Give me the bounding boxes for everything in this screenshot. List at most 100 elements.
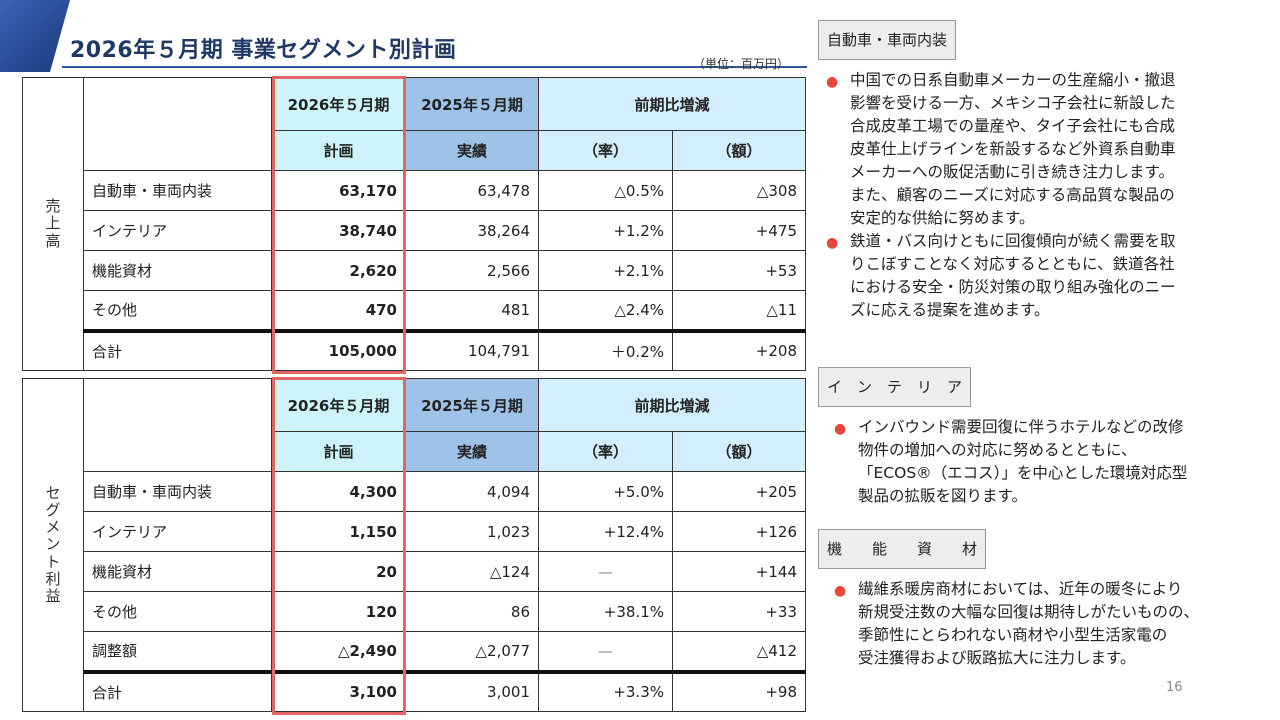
- actual-value: 481: [405, 290, 539, 331]
- total-row: 合計 105,000 104,791 ＋0.2% +208: [23, 328, 806, 371]
- rate-value: —: [538, 631, 673, 672]
- profit-side-label: セ グ メ ン ト 利 益: [22, 378, 84, 712]
- row-label: 自動車・車両内装: [83, 170, 272, 211]
- row-label: 自動車・車両内装: [83, 471, 272, 512]
- row-label: 機能資材: [83, 250, 272, 291]
- bullet-dot-icon: ●: [834, 421, 847, 437]
- table-row: 機能資材 20 △124 — +144: [23, 551, 806, 592]
- rate-value: +2.1%: [538, 250, 673, 291]
- header-yoy: 前期比増減: [538, 378, 806, 432]
- actual-value: 63,478: [405, 170, 539, 211]
- sales-side-label: 売 上 高: [22, 77, 84, 371]
- table-row: 調整額 △2,490 △2,077 — △412: [23, 631, 806, 672]
- header-blank: [83, 77, 272, 171]
- section-body-interior: ● インバウンド需要回復に伴うホテルなどの改修 物件の増加への対応に努めるととも…: [834, 416, 1187, 508]
- header-actual-year: 2025年５月期: [405, 378, 539, 432]
- plan-total: 105,000: [271, 328, 406, 371]
- table-row: 自動車・車両内装 4,300 4,094 +5.0% +205: [23, 471, 806, 512]
- page-number: 16: [1166, 680, 1183, 695]
- section-heading-functional: 機 能 資 材: [818, 529, 987, 569]
- table-row: その他 470 481 △2.4% △11: [23, 290, 806, 331]
- section-body-functional: ● 繊維系暖房商材においては、近年の暖冬により 新規受注数の大幅な回復は期待しが…: [834, 578, 1199, 670]
- header-actual: 実績: [405, 130, 539, 171]
- header-rate: （率）: [538, 130, 673, 171]
- header-plan-year: 2026年５月期: [271, 378, 406, 432]
- row-label: 調整額: [83, 631, 272, 672]
- row-label: インテリア: [83, 511, 272, 552]
- bullet-item: ● 中国での日系自動車メーカーの生産縮小・撤退 影響を受ける一方、メキシコ子会社…: [826, 71, 1176, 227]
- rate-value: +5.0%: [538, 471, 673, 512]
- total-row: 合計 3,100 3,001 +3.3% +98: [23, 669, 806, 712]
- actual-value: 86: [405, 591, 539, 632]
- table-row: その他 120 86 +38.1% +33: [23, 591, 806, 632]
- amount-value: +126: [672, 511, 806, 552]
- plan-value: △2,490: [271, 631, 406, 672]
- header-blank: [83, 378, 272, 472]
- header-amount: （額）: [672, 130, 806, 171]
- row-label: 機能資材: [83, 551, 272, 592]
- total-label: 合計: [83, 328, 272, 371]
- header-plan: 計画: [271, 130, 406, 171]
- amount-value: △412: [672, 631, 806, 672]
- plan-value: 38,740: [271, 210, 406, 251]
- bullet-item: ● インバウンド需要回復に伴うホテルなどの改修 物件の増加への対応に努めるととも…: [834, 418, 1188, 505]
- actual-value: △124: [405, 551, 539, 592]
- plan-value: 4,300: [271, 471, 406, 512]
- actual-value: 1,023: [405, 511, 539, 552]
- header-plan: 計画: [271, 431, 406, 472]
- actual-value: △2,077: [405, 631, 539, 672]
- bullet-item: ● 鉄道・バス向けともに回復傾向が続く需要を取 りこぼすことなく対応するとともに…: [826, 232, 1176, 319]
- rate-value: +1.2%: [538, 210, 673, 251]
- header-amount: （額）: [672, 431, 806, 472]
- bullet-dot-icon: ●: [834, 583, 847, 599]
- amount-value: +205: [672, 471, 806, 512]
- bullet-dot-icon: ●: [826, 235, 839, 251]
- rate-value: —: [538, 551, 673, 592]
- amount-value: +475: [672, 210, 806, 251]
- actual-value: 38,264: [405, 210, 539, 251]
- table-row: 機能資材 2,620 2,566 +2.1% +53: [23, 250, 806, 291]
- amount-value: +33: [672, 591, 806, 632]
- profit-table: セ グ メ ン ト 利 益 2026年５月期 2025年５月期 前期比増減 計画…: [22, 378, 806, 712]
- plan-value: 120: [271, 591, 406, 632]
- amount-value: +144: [672, 551, 806, 592]
- header-actual-year: 2025年５月期: [405, 77, 539, 131]
- row-label: インテリア: [83, 210, 272, 251]
- row-label: その他: [83, 591, 272, 632]
- actual-total: 3,001: [405, 669, 539, 712]
- header-plan-year: 2026年５月期: [271, 77, 406, 131]
- title-underline: [62, 66, 807, 68]
- table-row: インテリア 38,740 38,264 +1.2% +475: [23, 210, 806, 251]
- plan-value: 2,620: [271, 250, 406, 291]
- page-title: 2026年５月期 事業セグメント別計画: [70, 38, 457, 63]
- plan-total: 3,100: [271, 669, 406, 712]
- header-actual: 実績: [405, 431, 539, 472]
- rate-total: +3.3%: [538, 669, 673, 712]
- rate-value: △0.5%: [538, 170, 673, 211]
- rate-value: △2.4%: [538, 290, 673, 331]
- amount-value: △11: [672, 290, 806, 331]
- actual-value: 4,094: [405, 471, 539, 512]
- total-label: 合計: [83, 669, 272, 712]
- amount-total: +208: [672, 328, 806, 371]
- rate-value: +12.4%: [538, 511, 673, 552]
- section-heading-interior: イ ン テ リ ア: [818, 367, 972, 407]
- plan-value: 63,170: [271, 170, 406, 211]
- unit-label: （単位：百万円）: [693, 57, 790, 71]
- header-rate: （率）: [538, 431, 673, 472]
- section-heading-automotive: 自動車・車両内装: [818, 20, 957, 60]
- row-label: その他: [83, 290, 272, 331]
- plan-value: 1,150: [271, 511, 406, 552]
- table-row: 自動車・車両内装 63,170 63,478 △0.5% △308: [23, 170, 806, 211]
- section-body-automotive: ● 中国での日系自動車メーカーの生産縮小・撤退 影響を受ける一方、メキシコ子会社…: [826, 69, 1176, 322]
- actual-total: 104,791: [405, 328, 539, 371]
- corner-decoration: [0, 0, 70, 72]
- plan-value: 470: [271, 290, 406, 331]
- amount-value: +53: [672, 250, 806, 291]
- sales-table: 売 上 高 2026年５月期 2025年５月期 前期比増減 計画 実績 （率） …: [22, 77, 806, 371]
- amount-total: +98: [672, 669, 806, 712]
- plan-value: 20: [271, 551, 406, 592]
- rate-value: +38.1%: [538, 591, 673, 632]
- table-row: インテリア 1,150 1,023 +12.4% +126: [23, 511, 806, 552]
- rate-total: ＋0.2%: [538, 328, 673, 371]
